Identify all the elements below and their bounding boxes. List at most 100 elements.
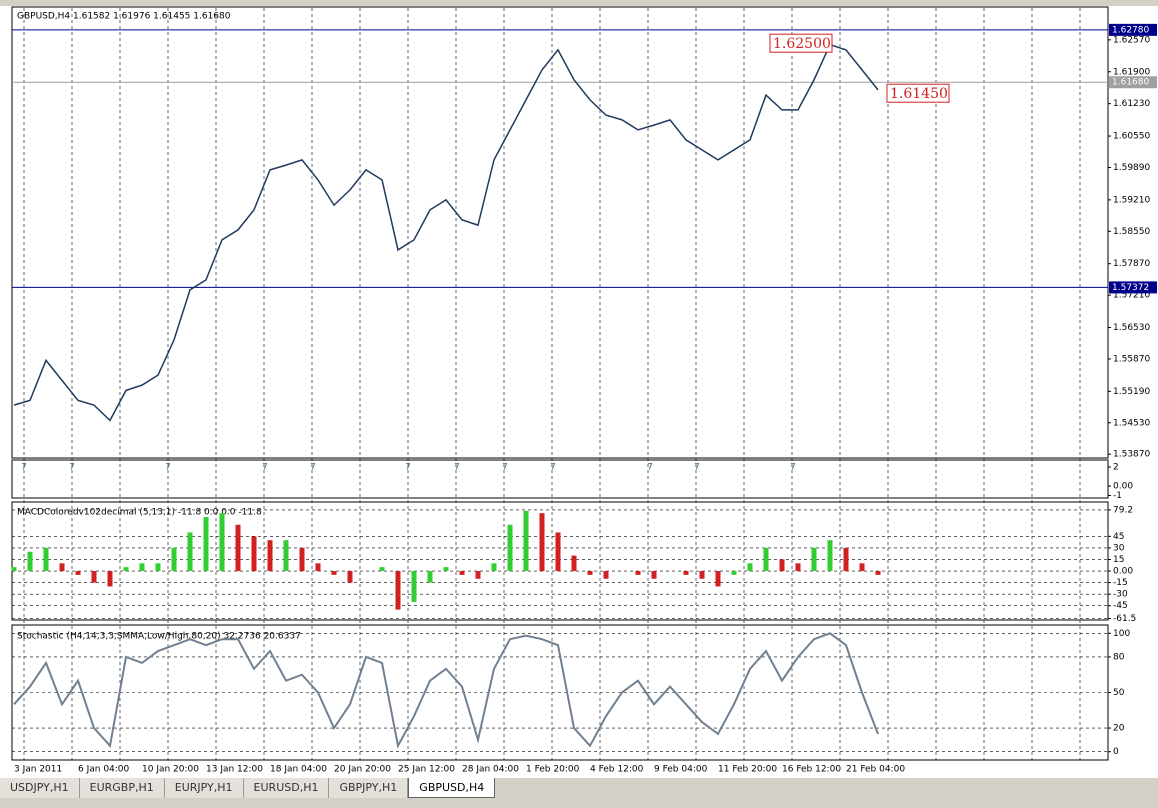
y-tick-label: 2 — [1113, 463, 1119, 473]
marker-label: 7 — [550, 463, 556, 473]
annotation-box — [886, 83, 950, 103]
chart-window: GBPUSD,H4 1.61582 1.61976 1.61455 1.6168… — [0, 0, 1158, 778]
x-tick-label: 20 Jan 20:00 — [334, 765, 391, 775]
y-tick-label: 1.58550 — [1113, 227, 1150, 237]
macd-bar — [475, 571, 481, 579]
y-tick-label: 1.55190 — [1113, 387, 1150, 397]
price-line — [13, 43, 879, 422]
y-tick-label: -45 — [1113, 601, 1128, 611]
x-tick-label: 13 Jan 12:00 — [206, 765, 263, 775]
marker-label: 7 — [647, 463, 653, 473]
x-tick-label: 6 Jan 04:00 — [78, 765, 130, 775]
macd-title: MACDColoredv102decimal (5,13,1) -11.8 0.… — [17, 508, 262, 518]
tab[interactable]: EURJPY,H1 — [164, 778, 244, 798]
macd-bar — [411, 571, 417, 602]
macd-bar — [187, 532, 193, 572]
tab[interactable]: GBPUSD,H4 — [408, 778, 496, 798]
y-tick-label: 1.60550 — [1113, 132, 1150, 142]
tab[interactable]: GBPJPY,H1 — [329, 778, 409, 798]
macd-bar — [699, 571, 705, 579]
annotation: 1.61450 — [890, 86, 948, 102]
x-tick-label: 25 Jan 12:00 — [398, 765, 455, 775]
background — [0, 0, 1158, 778]
macd-bar — [427, 571, 433, 583]
macd-bar — [379, 567, 385, 572]
macd-bar — [251, 536, 257, 572]
macd-bar — [827, 540, 833, 572]
annotation-box — [769, 33, 833, 53]
macd-bar — [715, 571, 721, 587]
marker-label: 7 — [21, 463, 27, 473]
macd-bar — [523, 510, 529, 572]
macd-bar — [107, 571, 113, 587]
annotation: 1.62500 — [773, 36, 831, 52]
level-label-box — [1109, 281, 1157, 294]
marker-label: 7 — [502, 463, 508, 473]
macd-bar — [75, 571, 81, 575]
macd-bar — [683, 571, 689, 575]
macd-bar — [731, 571, 737, 575]
tab[interactable]: EURUSD,H1 — [243, 778, 330, 798]
marker-label: 7 — [790, 463, 796, 473]
macd-bar — [283, 540, 289, 572]
y-tick-label: 1.61230 — [1113, 99, 1150, 109]
level-label: 1.61680 — [1112, 78, 1149, 88]
y-tick-label: 1.59210 — [1113, 195, 1150, 205]
macd-bar — [651, 571, 657, 579]
macd-bar — [747, 563, 753, 572]
macd-bar — [91, 571, 97, 583]
macd-bar — [267, 540, 273, 572]
y-tick-label: 80 — [1113, 652, 1125, 662]
macd-bar — [395, 571, 401, 610]
macd-bar — [203, 517, 209, 572]
macd-bar — [123, 567, 129, 572]
macd-bar — [59, 563, 65, 572]
macd-bar — [443, 567, 449, 572]
macd-bar — [331, 571, 337, 575]
y-tick-label: 1.62570 — [1113, 35, 1150, 45]
level-label: 1.62780 — [1112, 25, 1149, 35]
y-tick-label: 1.59890 — [1113, 163, 1150, 173]
macd-bar — [843, 547, 849, 572]
y-tick-label: -61.5 — [1113, 614, 1136, 624]
tab-bar: USDJPY,H1 EURGBP,H1 EURJPY,H1 EURUSD,H1 GBPJ… — [0, 778, 496, 798]
x-tick-label: 21 Feb 04:00 — [846, 765, 905, 775]
y-tick-label: 30 — [1113, 543, 1125, 553]
marker-label: 7 — [262, 463, 268, 473]
y-tick-label: 15 — [1113, 555, 1124, 565]
macd-bar — [875, 571, 881, 575]
macd-bar — [811, 547, 817, 572]
main-panel — [11, 6, 1109, 459]
macd-bar — [587, 571, 593, 575]
macd-bar — [763, 547, 769, 572]
y-tick-label: 1.53870 — [1113, 450, 1150, 460]
marker-label: 7 — [454, 463, 460, 473]
y-tick-label: 50 — [1113, 688, 1125, 698]
y-tick-label: 100 — [1113, 629, 1130, 639]
y-tick-label: 0 — [1113, 747, 1119, 757]
y-tick-label: 1.56530 — [1113, 323, 1150, 333]
macd-bar — [219, 513, 225, 572]
x-tick-label: 18 Jan 04:00 — [270, 765, 327, 775]
y-tick-label: 79.2 — [1113, 505, 1133, 515]
y-tick-label: 20 — [1113, 724, 1125, 734]
y-tick-label: 1.57870 — [1113, 259, 1150, 269]
macd-bar — [27, 551, 33, 572]
stochastic-line — [13, 632, 879, 749]
macd-bar — [171, 547, 177, 572]
frame-top — [0, 0, 1158, 6]
x-tick-label: 9 Feb 04:00 — [654, 765, 708, 775]
tab[interactable]: USDJPY,H1 — [0, 778, 80, 798]
macd-bar — [43, 547, 49, 572]
macd-bar — [795, 563, 801, 572]
level-label: 1.57372 — [1112, 283, 1149, 293]
y-tick-label: -30 — [1113, 590, 1128, 600]
macd-bar — [507, 524, 513, 572]
x-tick-label: 16 Feb 12:00 — [782, 765, 841, 775]
x-tick-label: 1 Feb 20:00 — [526, 765, 580, 775]
tab[interactable]: EURGBP,H1 — [79, 778, 165, 798]
marker-label: 7 — [694, 463, 700, 473]
macd-bar — [459, 571, 465, 575]
y-tick-label: 1.55870 — [1113, 354, 1150, 364]
macd-bar — [571, 555, 577, 572]
